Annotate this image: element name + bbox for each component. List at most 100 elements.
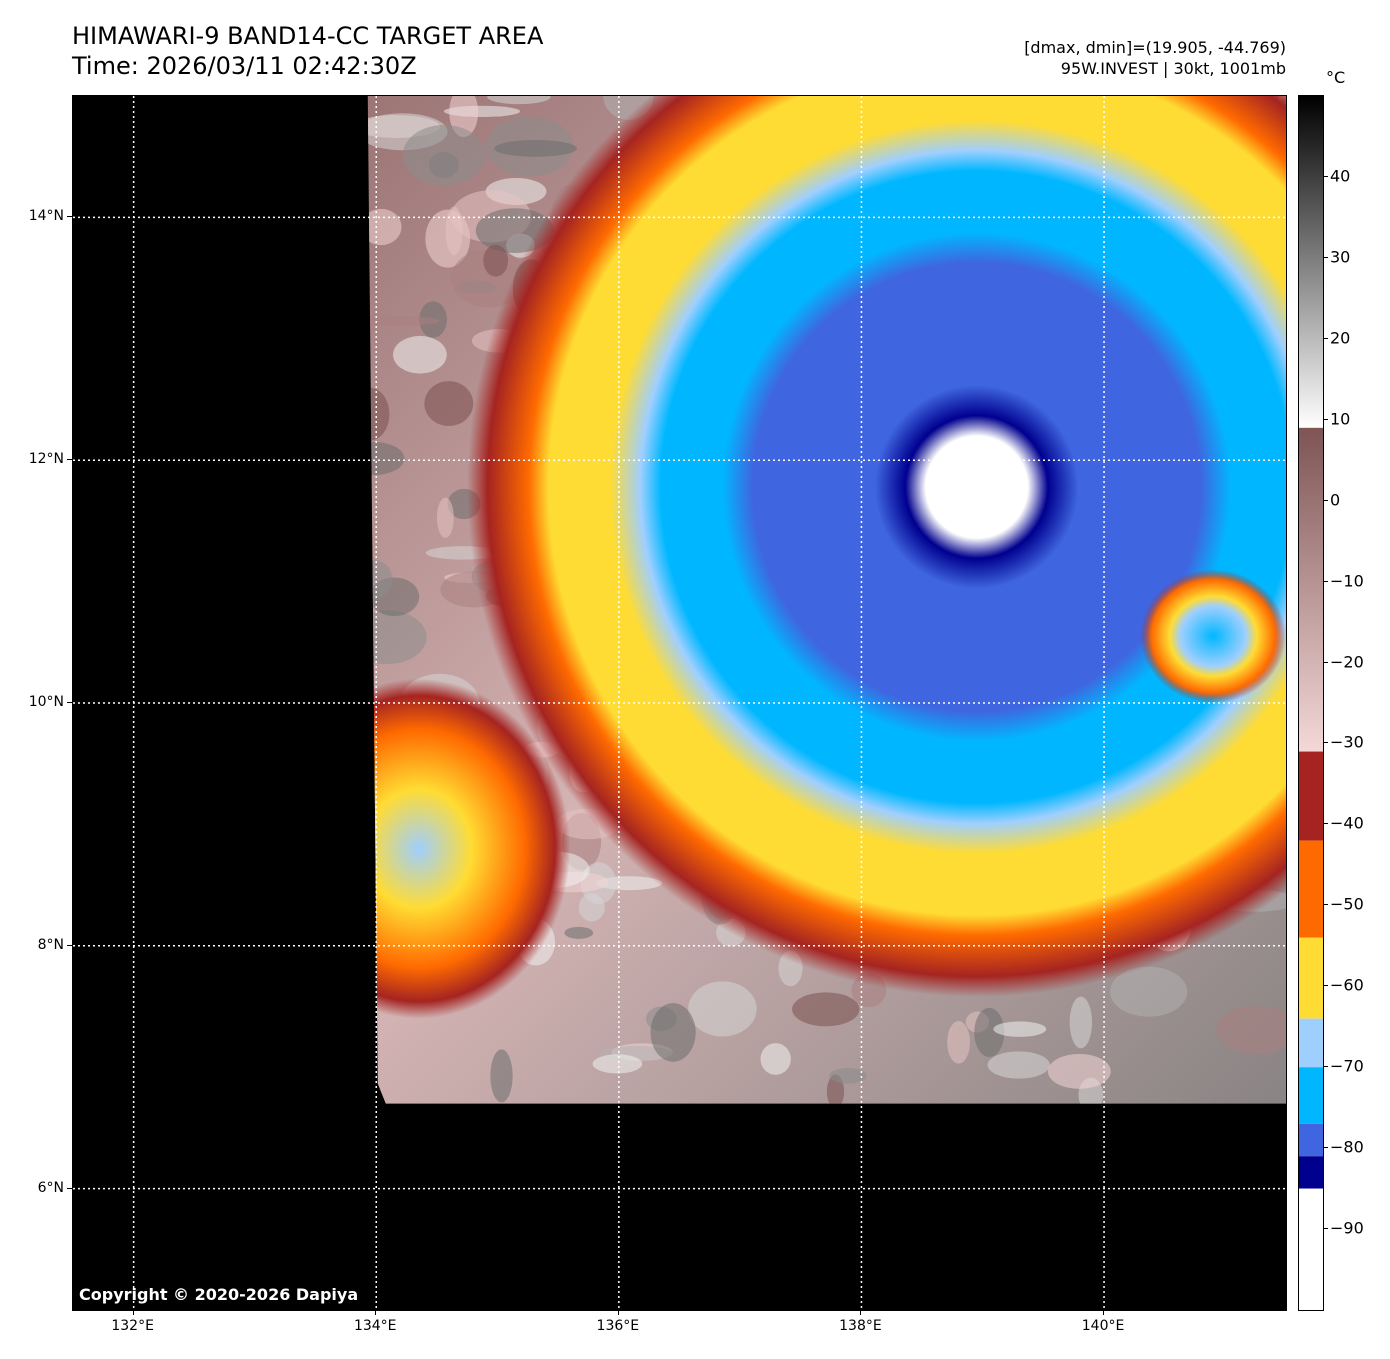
title-line-1: HIMAWARI-9 BAND14-CC TARGET AREA bbox=[72, 22, 544, 50]
lon-tick bbox=[617, 1310, 619, 1315]
cloud-patch bbox=[367, 442, 405, 475]
title-line-2: Time: 2026/03/11 02:42:30Z bbox=[72, 52, 417, 80]
colorbar-tick-label: 20 bbox=[1330, 328, 1351, 348]
colorbar-tick-label: 0 bbox=[1330, 490, 1341, 510]
colorbar-band bbox=[1299, 1123, 1323, 1157]
cloud-top-temperature-layer bbox=[367, 96, 1286, 1104]
cloud-patch bbox=[487, 96, 551, 105]
cloud-patch bbox=[993, 1021, 1047, 1037]
colorbar-band bbox=[1299, 937, 1323, 1019]
colorbar-band bbox=[1299, 1188, 1323, 1310]
colorbar-tick-label: −10 bbox=[1330, 571, 1364, 591]
colorbar-tick bbox=[1323, 337, 1328, 339]
colorbar-tick bbox=[1323, 904, 1328, 906]
cloud-patch bbox=[402, 124, 486, 186]
cloud-patch bbox=[367, 387, 390, 441]
colorbar-tick-label: 30 bbox=[1330, 247, 1351, 267]
cloud-patch bbox=[760, 1043, 791, 1075]
cloud-patch bbox=[1109, 966, 1188, 1017]
lat-tick-label: 6°N bbox=[37, 1179, 64, 1196]
colorbar-bands bbox=[1299, 96, 1323, 1310]
colorbar-tick-label: −80 bbox=[1330, 1137, 1364, 1157]
colorbar-band bbox=[1299, 840, 1323, 938]
lat-tick bbox=[67, 216, 72, 218]
colorbar-tick-label: −20 bbox=[1330, 652, 1364, 672]
lon-tick bbox=[375, 1310, 377, 1315]
colorbar-tick bbox=[1323, 1066, 1328, 1068]
colorbar-band bbox=[1299, 96, 1323, 428]
cloud-patch bbox=[564, 926, 594, 939]
colorbar-tick bbox=[1323, 742, 1328, 744]
cloud-patch bbox=[449, 96, 479, 138]
cloud-patch bbox=[688, 981, 757, 1037]
lat-tick bbox=[67, 1187, 72, 1189]
colorbar-tick bbox=[1323, 661, 1328, 663]
colorbar-tick bbox=[1323, 418, 1328, 420]
colorbar-unit: °C bbox=[1326, 68, 1346, 87]
lon-tick-label: 134°E bbox=[353, 1318, 397, 1334]
colorbar-tick-label: 10 bbox=[1330, 409, 1351, 429]
colorbar-tick bbox=[1323, 823, 1328, 825]
cloud-patch bbox=[592, 1054, 643, 1074]
cloud-patch bbox=[483, 244, 509, 277]
lon-tick bbox=[132, 1310, 134, 1315]
storm-info: 95W.INVEST | 30kt, 1001mb bbox=[1060, 59, 1286, 78]
cloud-patch bbox=[1047, 1053, 1111, 1089]
lat-tick bbox=[67, 459, 72, 461]
cloud-patch bbox=[436, 497, 454, 538]
colorbar-tick-label: −30 bbox=[1330, 732, 1364, 752]
temperature-colorbar bbox=[1298, 95, 1324, 1311]
dmax-dmin-readout: [dmax, dmin]=(19.905, -44.769) bbox=[1024, 38, 1286, 57]
lon-tick bbox=[860, 1310, 862, 1315]
lon-tick-label: 140°E bbox=[1081, 1318, 1125, 1334]
colorbar-tick-label: −60 bbox=[1330, 975, 1364, 995]
cloud-patch bbox=[947, 1020, 971, 1064]
cloud-patch bbox=[367, 610, 427, 665]
cloud-patch bbox=[367, 315, 440, 326]
colorbar-tick bbox=[1323, 580, 1328, 582]
lat-tick-label: 14°N bbox=[28, 208, 64, 225]
lat-tick-label: 12°N bbox=[28, 451, 64, 468]
cloud-patch bbox=[393, 335, 447, 374]
lat-tick bbox=[67, 702, 72, 703]
cloud-patch bbox=[650, 1003, 696, 1062]
cloud-patch bbox=[792, 992, 860, 1027]
lon-tick bbox=[1103, 1310, 1105, 1315]
colorbar-tick-label: −50 bbox=[1330, 894, 1364, 914]
cloud-patch bbox=[987, 1051, 1050, 1079]
lat-tick-label: 10°N bbox=[28, 694, 64, 710]
lon-tick-label: 138°E bbox=[839, 1318, 882, 1334]
satellite-map: Copyright © 2020-2026 Dapiya bbox=[72, 95, 1287, 1311]
colorbar-tick bbox=[1323, 499, 1328, 501]
cloud-patch bbox=[1216, 1005, 1286, 1055]
colorbar-tick-label: −90 bbox=[1330, 1218, 1364, 1238]
colorbar-band bbox=[1299, 427, 1323, 752]
colorbar-band bbox=[1299, 1067, 1323, 1124]
cloud-patch bbox=[367, 559, 393, 600]
cloud-patch bbox=[1069, 996, 1093, 1049]
colorbar-tick bbox=[1323, 175, 1328, 177]
colorbar-tick bbox=[1323, 256, 1328, 258]
lat-tick bbox=[67, 944, 72, 946]
cloud-patch bbox=[974, 1007, 1005, 1058]
central-dense-overcast bbox=[467, 96, 1286, 997]
satellite-imagery bbox=[73, 96, 1286, 1310]
cloud-patch bbox=[367, 208, 402, 246]
lon-tick-label: 136°E bbox=[596, 1318, 640, 1334]
cloud-patch bbox=[829, 1067, 867, 1084]
cloud-patch bbox=[424, 381, 474, 427]
cloud-patch bbox=[826, 1074, 845, 1104]
southeast-convective-cell bbox=[1140, 569, 1286, 703]
cloud-patch bbox=[578, 893, 605, 922]
copyright-notice: Copyright © 2020-2026 Dapiya bbox=[79, 1285, 359, 1304]
colorbar-tick bbox=[1323, 1147, 1328, 1149]
western-convective-cluster bbox=[367, 678, 571, 1019]
cloud-patch bbox=[490, 1049, 513, 1103]
colorbar-tick-label: 40 bbox=[1330, 166, 1351, 186]
colorbar-band bbox=[1299, 751, 1323, 841]
lat-tick-label: 8°N bbox=[37, 936, 64, 953]
cloud-patch bbox=[494, 140, 578, 157]
colorbar-tick bbox=[1323, 1228, 1328, 1230]
colorbar-band bbox=[1299, 1018, 1323, 1068]
colorbar-band bbox=[1299, 1156, 1323, 1189]
